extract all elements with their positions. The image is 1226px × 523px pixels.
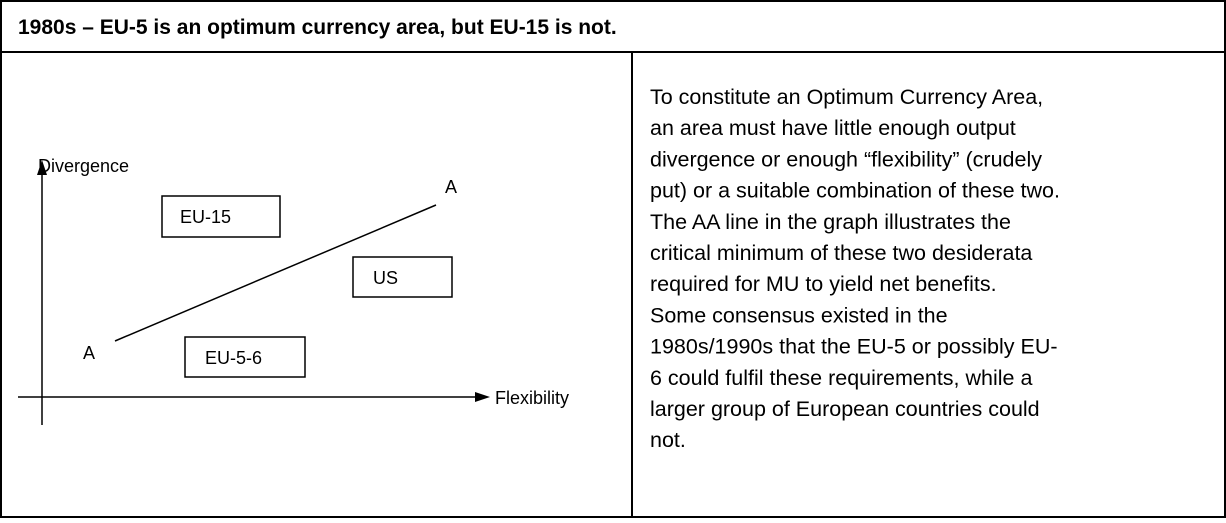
text-line: Some consensus existed in the (650, 303, 948, 327)
box (352, 256, 453, 298)
text-line: an area must have little enough output (650, 116, 1016, 140)
text-line: required for MU to yield net benefits. (650, 272, 997, 296)
text-line: 1980s/1990s that the EU-5 or possibly EU… (650, 335, 1058, 359)
line-start-label: A (83, 343, 95, 363)
text-line: not. (650, 428, 686, 452)
line-end-label: A (445, 177, 457, 197)
x-axis-label: Flexibility (495, 388, 569, 408)
text-line: put) or a suitable combination of these … (650, 179, 1060, 203)
box (161, 195, 281, 238)
x-axis-arrow (475, 392, 490, 402)
box-label: EU-5-6 (205, 348, 262, 368)
box (184, 336, 306, 378)
text-line: divergence or enough “flexibility” (crud… (650, 147, 1042, 171)
aa-line (114, 204, 437, 342)
body-text: To constitute an Optimum Currency Area, a… (650, 85, 1060, 452)
text-line: To constitute an Optimum Currency Area, (650, 85, 1043, 109)
text-line: larger group of European countries could (650, 397, 1040, 421)
box-label: EU-15 (180, 207, 231, 227)
box-label: US (373, 268, 398, 288)
text-line: The AA line in the graph illustrates the (650, 210, 1011, 234)
y-axis-label: Divergence (38, 156, 129, 176)
text-line: 6 could fulfil these requirements, while… (650, 366, 1032, 390)
text-line: critical minimum of these two desiderata (650, 241, 1032, 265)
header-title: 1980s – EU-5 is an optimum currency area… (18, 16, 617, 39)
y-axis-arrow (37, 160, 47, 175)
